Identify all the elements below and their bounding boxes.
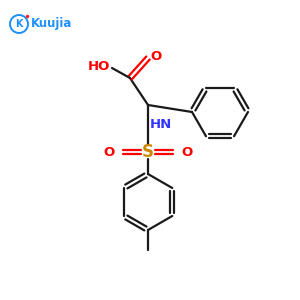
Text: S: S <box>142 143 154 161</box>
Text: HO: HO <box>88 61 110 74</box>
Text: O: O <box>150 50 161 62</box>
Text: HN: HN <box>150 118 172 131</box>
Text: K: K <box>15 19 23 29</box>
Text: O: O <box>104 146 115 158</box>
Text: O: O <box>181 146 192 158</box>
Text: Kuujia: Kuujia <box>31 17 72 31</box>
